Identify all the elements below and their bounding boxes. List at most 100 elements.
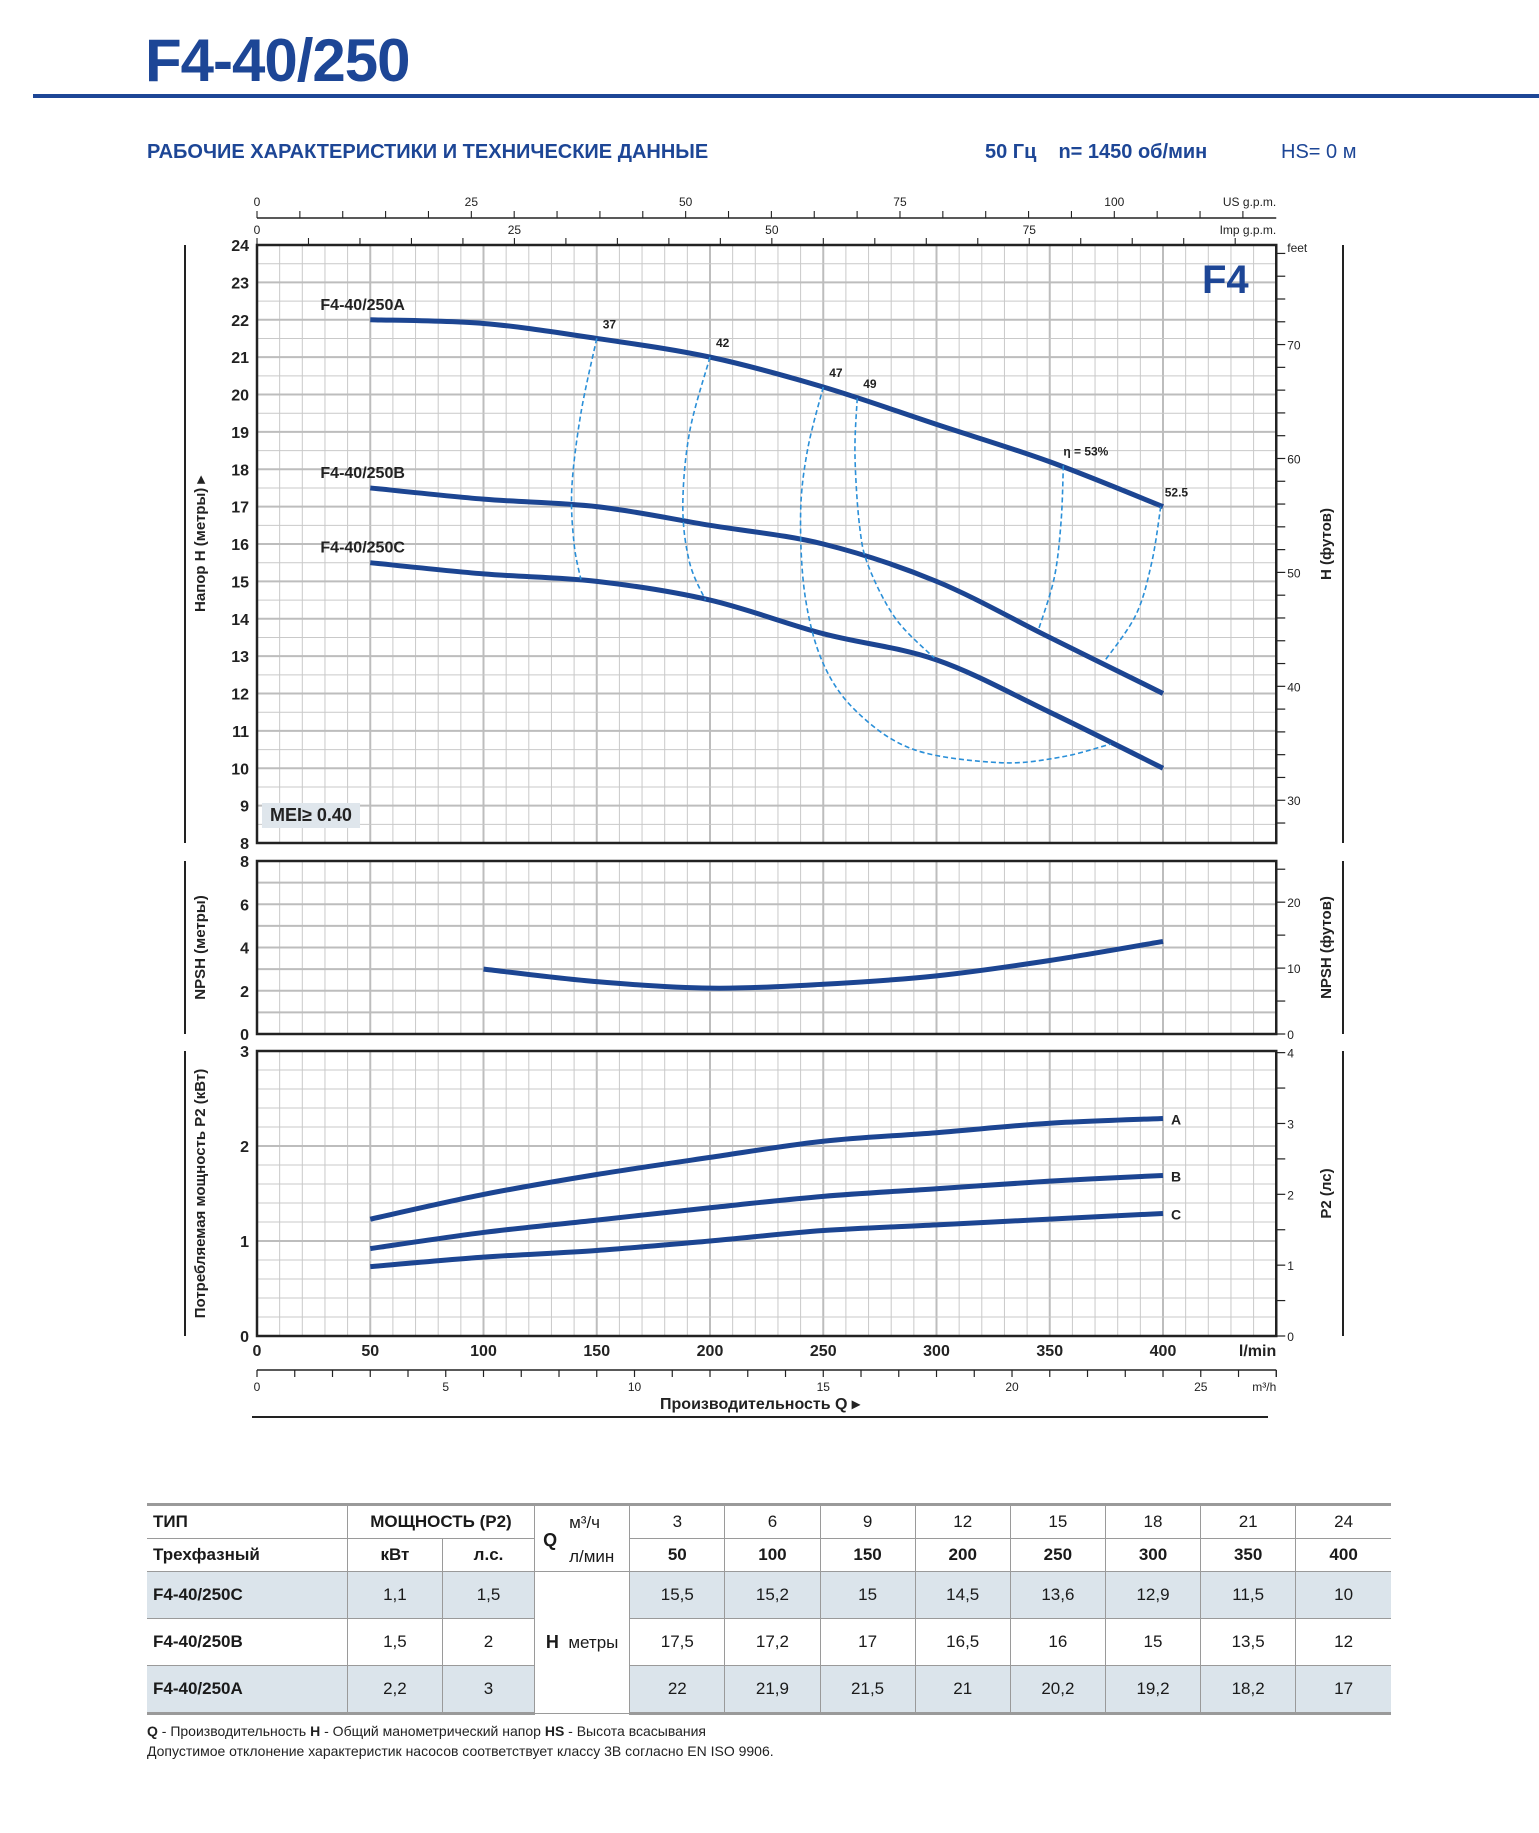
suction-height: HS= 0 м	[1281, 141, 1357, 163]
y-tick-label: 10	[231, 761, 249, 778]
q-m3h: 12	[914, 1503, 1011, 1539]
head-value: 17,2	[724, 1618, 821, 1666]
y-tick-label: 0	[240, 1329, 249, 1346]
efficiency-curve	[799, 386, 1112, 764]
y2-tick-label: 20	[1287, 896, 1301, 910]
y-tick-label: 2	[240, 1139, 249, 1156]
q-symbol: Q	[543, 1530, 558, 1550]
x-tick-label: 150	[583, 1343, 610, 1360]
y2-tick-label: 2	[1287, 1188, 1294, 1202]
model-name: F4-40/250B	[147, 1618, 348, 1666]
head-value: 15	[1104, 1618, 1202, 1666]
curve-label: B	[1171, 1168, 1181, 1184]
h-symbol: H	[545, 1632, 559, 1652]
hs-text: - Высота всасывания	[564, 1723, 707, 1739]
us-gpm-unit-label: US g.p.m.	[1223, 195, 1276, 209]
q-lmin: 400	[1295, 1538, 1391, 1572]
efficiency-curve	[570, 338, 598, 580]
table-row: F4-40/250A 2,2 3 22 21,9 21,5 21 20,2 19…	[147, 1665, 1391, 1715]
y-tick-label: 1	[240, 1234, 249, 1251]
y-tick-label: 4	[240, 941, 249, 958]
q-m3h: 6	[724, 1503, 821, 1539]
y-tick-label: 16	[231, 537, 249, 554]
y2-tick-label: 40	[1287, 680, 1301, 694]
phase-header: Трехфазный	[147, 1538, 348, 1572]
y2-tick-label: 70	[1287, 339, 1301, 353]
y2-tick-label: 0	[1287, 1028, 1294, 1042]
plot-frame	[255, 859, 1278, 1036]
q-unit-lmin: л/мин	[569, 1547, 615, 1566]
table-header-row: Трехфазный кВт л.с. 50 100 150 200 250 3…	[147, 1538, 1391, 1572]
y-tick-label: 14	[231, 612, 249, 629]
head-value: 21,9	[724, 1665, 821, 1715]
x-tick-label: 200	[697, 1343, 724, 1360]
y2-tick-label: 4	[1287, 1047, 1294, 1061]
head-value: 15	[819, 1571, 916, 1619]
y-tick-label: 15	[231, 574, 249, 591]
q-lmin: 100	[724, 1538, 821, 1572]
us-gpm-tick-label: 75	[893, 195, 907, 209]
x-tick-label: 250	[810, 1343, 837, 1360]
plot-frame	[255, 1049, 1278, 1338]
head-value: 21	[914, 1665, 1011, 1715]
y2-tick-label: 30	[1287, 794, 1301, 808]
q-lmin: 250	[1009, 1538, 1106, 1572]
efficiency-curve	[1037, 465, 1065, 631]
q-m3h: 24	[1295, 1503, 1391, 1539]
m3h-tick-label: 20	[1005, 1380, 1019, 1394]
curve-c	[370, 1210, 1164, 1270]
operating-specs: 50 Гц n= 1450 об/мин	[985, 141, 1229, 164]
curve-a	[369, 1115, 1164, 1222]
head-value: 17	[819, 1618, 916, 1666]
imp-gpm-tick-label: 50	[765, 223, 779, 237]
x-tick-label: 400	[1150, 1343, 1177, 1360]
efficiency-label: 47	[829, 366, 843, 380]
h-abbr: H	[310, 1723, 321, 1739]
power-kw: 2,2	[346, 1665, 443, 1715]
imp-gpm-unit-label: Imp g.p.m.	[1220, 223, 1277, 237]
imp-gpm-tick-label: 75	[1023, 223, 1037, 237]
y2-axis-title: P2 (лс)	[1318, 1168, 1335, 1218]
m3h-tick-label: 5	[442, 1380, 449, 1394]
head-value: 16	[1009, 1618, 1106, 1666]
head-value: 17	[1295, 1665, 1391, 1715]
y2-tick-label: 0	[1287, 1330, 1294, 1344]
curve-label: C	[1171, 1206, 1181, 1222]
head-value: 15,2	[724, 1571, 821, 1619]
tolerance-footnote: Допустимое отклонение характеристик насо…	[147, 1743, 774, 1759]
head-value: 18,2	[1200, 1665, 1297, 1715]
q-m3h: 21	[1200, 1503, 1297, 1539]
y2-tick-label: 3	[1287, 1117, 1294, 1131]
power-hp: 1,5	[441, 1571, 536, 1619]
us-gpm-tick-label: 50	[679, 195, 693, 209]
head-value: 15,5	[629, 1571, 726, 1619]
head-value: 13,5	[1200, 1618, 1297, 1666]
q-m3h: 15	[1009, 1503, 1106, 1539]
y-tick-label: 20	[231, 388, 249, 405]
y-tick-label: 21	[231, 350, 249, 367]
y-tick-label: 24	[231, 238, 249, 255]
q-lmin: 350	[1200, 1538, 1297, 1572]
q-m3h: 9	[819, 1503, 916, 1539]
power-kw: 1,5	[346, 1618, 443, 1666]
q-lmin: 50	[629, 1538, 726, 1572]
y2-axis-title: NPSH (футов)	[1318, 896, 1335, 999]
efficiency-label: η = 53%	[1063, 445, 1108, 459]
y-axis-title: NPSH (метры)	[192, 895, 209, 999]
h-text: - Общий манометрический напор	[320, 1723, 545, 1739]
y2-tick-label: 60	[1287, 452, 1301, 466]
efficiency-curve	[854, 398, 935, 659]
us-gpm-tick-label: 0	[254, 195, 261, 209]
q-unit-m3h: м³/ч	[569, 1513, 601, 1532]
efficiency-label: 49	[863, 377, 877, 391]
q-m3h: 18	[1104, 1503, 1202, 1539]
m3h-tick-label: 10	[628, 1380, 642, 1394]
curve-label: F4-40/250B	[320, 465, 405, 482]
head-value: 12,9	[1104, 1571, 1202, 1619]
imp-gpm-tick-label: 0	[254, 223, 261, 237]
x-tick-label: 350	[1036, 1343, 1063, 1360]
imp-gpm-tick-label: 25	[508, 223, 522, 237]
y2-axis-title: H (футов)	[1318, 508, 1335, 580]
y-tick-label: 8	[240, 836, 249, 853]
